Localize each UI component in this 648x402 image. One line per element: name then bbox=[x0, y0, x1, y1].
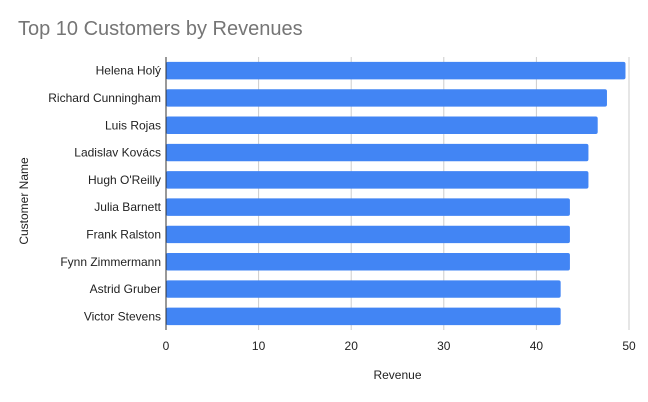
bar-2 bbox=[166, 116, 598, 134]
bar-1 bbox=[166, 89, 607, 107]
category-label: Helena Holý bbox=[96, 64, 161, 78]
category-label: Fynn Zimmermann bbox=[60, 255, 161, 269]
category-label: Victor Stevens bbox=[84, 309, 161, 323]
x-tick-label: 30 bbox=[437, 339, 451, 353]
category-label: Frank Ralston bbox=[86, 227, 161, 241]
bar-0 bbox=[166, 61, 626, 80]
category-labels: Helena Holý Richard Cunningham Luis Rojas L… bbox=[48, 64, 161, 324]
category-label: Ladislav Kovács bbox=[74, 146, 161, 160]
bar-9 bbox=[166, 307, 561, 326]
bar-5 bbox=[166, 198, 570, 216]
category-label: Astrid Gruber bbox=[90, 282, 161, 296]
category-label: Luis Rojas bbox=[105, 118, 161, 132]
x-tick-label: 50 bbox=[622, 339, 636, 353]
category-label: Julia Barnett bbox=[94, 200, 161, 214]
x-axis-label: Revenue bbox=[373, 368, 421, 382]
x-tick-labels: 0 10 20 30 40 50 bbox=[163, 339, 636, 353]
x-tick-label: 10 bbox=[252, 339, 266, 353]
bar-7 bbox=[166, 253, 570, 271]
y-axis-label: Customer Name bbox=[17, 157, 31, 245]
x-tick-label: 0 bbox=[163, 339, 170, 353]
category-label: Richard Cunningham bbox=[48, 91, 161, 105]
bar-8 bbox=[166, 280, 561, 298]
x-tick-label: 20 bbox=[345, 339, 359, 353]
category-label: Hugh O'Reilly bbox=[88, 173, 161, 187]
bar-4 bbox=[166, 171, 589, 189]
bar-3 bbox=[166, 143, 589, 162]
bars bbox=[166, 61, 626, 326]
bar-6 bbox=[166, 225, 570, 244]
x-tick-label: 40 bbox=[530, 339, 544, 353]
chart-title: Top 10 Customers by Revenues bbox=[18, 18, 303, 40]
